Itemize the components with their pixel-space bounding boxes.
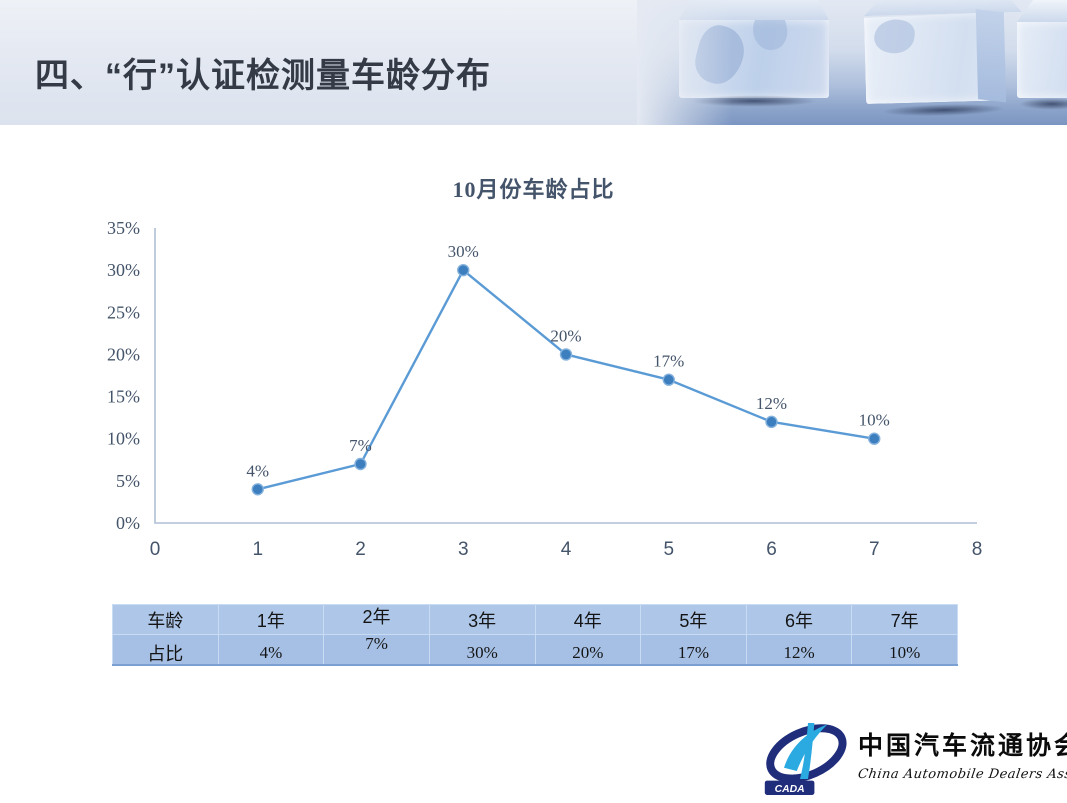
data-point-label: 10% <box>859 411 890 430</box>
data-point-marker <box>457 263 470 277</box>
cada-logo: CADA 中国汽车流通协会 China Automobile Dealers A… <box>760 718 1067 800</box>
cube-top-face <box>1017 0 1067 22</box>
data-point-marker <box>868 432 881 445</box>
data-point-marker <box>251 483 264 496</box>
data-point-marker <box>765 415 778 429</box>
data-point-label: 4% <box>246 461 269 480</box>
x-axis-tick-label: 5 <box>663 539 674 560</box>
x-axis-tick-label: 7 <box>869 539 880 560</box>
data-point-label: 7% <box>349 436 372 455</box>
x-axis-tick-label: 8 <box>972 539 983 560</box>
cell-text: 1年 <box>256 610 285 631</box>
y-axis-tick-label: 5% <box>116 471 140 491</box>
cube-graphic <box>1007 0 1067 125</box>
y-axis-tick-label: 35% <box>107 218 140 238</box>
data-cell: 12% <box>745 634 853 666</box>
swoosh-stroke <box>800 723 815 779</box>
table-row-age: 车龄 1年 2年 3年 4年 5年 6年 7年 <box>112 604 958 635</box>
data-cell: 17% <box>640 634 747 666</box>
cell-text: 5年 <box>679 610 708 631</box>
cube-side-face <box>975 9 1007 103</box>
cell-text: 7% <box>365 633 388 653</box>
data-line <box>257 268 875 491</box>
x-axis-tick-label: 6 <box>766 539 777 560</box>
decor-fade-overlay <box>637 0 732 125</box>
x-axis-tick-label: 0 <box>150 539 161 560</box>
cube-graphic <box>858 0 1029 125</box>
y-axis-tick-label: 25% <box>107 302 140 322</box>
cell-text: 2年 <box>362 606 391 627</box>
cell-text: 6年 <box>785 610 814 631</box>
org-name-cn: 中国汽车流通协会 <box>858 733 1067 760</box>
data-cell: 10% <box>851 634 958 666</box>
cell-text: 30% <box>466 642 498 662</box>
slide-title: 四、“行”认证检测量车龄分布 <box>35 57 491 95</box>
data-point-marker <box>662 373 675 386</box>
y-axis-tick-label: 0% <box>116 513 140 533</box>
data-cell: 7% <box>323 633 430 666</box>
data-point-label: 17% <box>653 352 684 371</box>
x-axis-tick-label: 3 <box>458 539 469 560</box>
chart-axes <box>154 228 977 524</box>
table-row-share: 占比 4% 7% 30% 20% 17% 12% 10% <box>112 633 958 666</box>
cell-text: 7年 <box>890 610 919 631</box>
x-axis-tick-label: 1 <box>252 539 263 560</box>
y-axis-tick-label: 30% <box>107 260 140 280</box>
cell-text: 20% <box>572 642 604 662</box>
cada-emblem-icon: CADA <box>764 723 847 795</box>
map-silhouette <box>749 20 791 54</box>
cube-shadow <box>1007 96 1067 112</box>
data-cell: 4% <box>217 634 325 666</box>
logo-text: 中国汽车流通协会 China Automobile Dealers Associ… <box>856 718 1067 782</box>
swoosh-shape <box>784 724 828 771</box>
age-share-table: 车龄 1年 2年 3年 4年 5年 6年 7年占比 4% 7% 30% 20% 17% 12% 10% <box>112 604 958 666</box>
cada-acronym: CADA <box>775 784 805 795</box>
cell-text: 车龄 <box>147 610 184 631</box>
data-cell: 20% <box>534 634 642 666</box>
data-cell: 5年 <box>640 604 747 635</box>
cell-text: 10% <box>889 642 921 662</box>
data-point-label: 20% <box>550 326 581 345</box>
x-axis-tick-label: 2 <box>355 539 366 560</box>
row-header-cell: 占比 <box>112 634 219 666</box>
decor-cubes-image <box>637 0 1067 125</box>
data-cell: 7年 <box>851 604 958 635</box>
age-table-body: 车龄 1年 2年 3年 4年 5年 6年 7年占比 4% 7% 30% 20% 17% 12% 10% <box>112 604 958 666</box>
chart-title: 10月份车龄占比 <box>452 177 615 202</box>
cell-text: 占比 <box>147 643 184 664</box>
data-cell: 4年 <box>534 604 642 635</box>
cell-text: 12% <box>783 642 815 662</box>
cell-text: 4年 <box>573 610 602 631</box>
age-distribution-line-chart: 0% 5% 10% 15% 20% 25% 30% 35% 0 1 2 3 4 5 6 7 8 4% 7% 30% 20… <box>107 218 983 560</box>
cube-front-face <box>1017 22 1067 98</box>
y-axis-tick-label: 10% <box>107 429 140 449</box>
cell-text: 17% <box>677 642 710 662</box>
map-silhouette <box>873 17 917 55</box>
cada-badge <box>764 780 815 795</box>
data-cell: 6年 <box>745 604 853 635</box>
data-point-label: 30% <box>448 242 479 261</box>
x-axis-tick-label: 4 <box>561 539 572 560</box>
data-cell: 30% <box>428 634 536 666</box>
cell-text: 3年 <box>468 610 497 631</box>
header: 四、“行”认证检测量车龄分布 <box>0 0 1067 125</box>
data-point-marker <box>354 457 367 471</box>
org-name-en: China Automobile Dealers Association <box>856 767 1067 782</box>
data-cell: 1年 <box>217 604 325 635</box>
data-cell: 3年 <box>428 604 536 635</box>
cell-text: 4% <box>259 642 283 662</box>
row-header-cell: 车龄 <box>112 604 219 635</box>
data-point-label: 12% <box>756 394 787 413</box>
y-axis-tick-label: 20% <box>107 344 140 364</box>
data-cell: 2年 <box>323 604 430 635</box>
y-axis-tick-label: 15% <box>107 387 140 407</box>
cube-shadow <box>858 99 1029 121</box>
data-point-marker <box>559 348 573 361</box>
